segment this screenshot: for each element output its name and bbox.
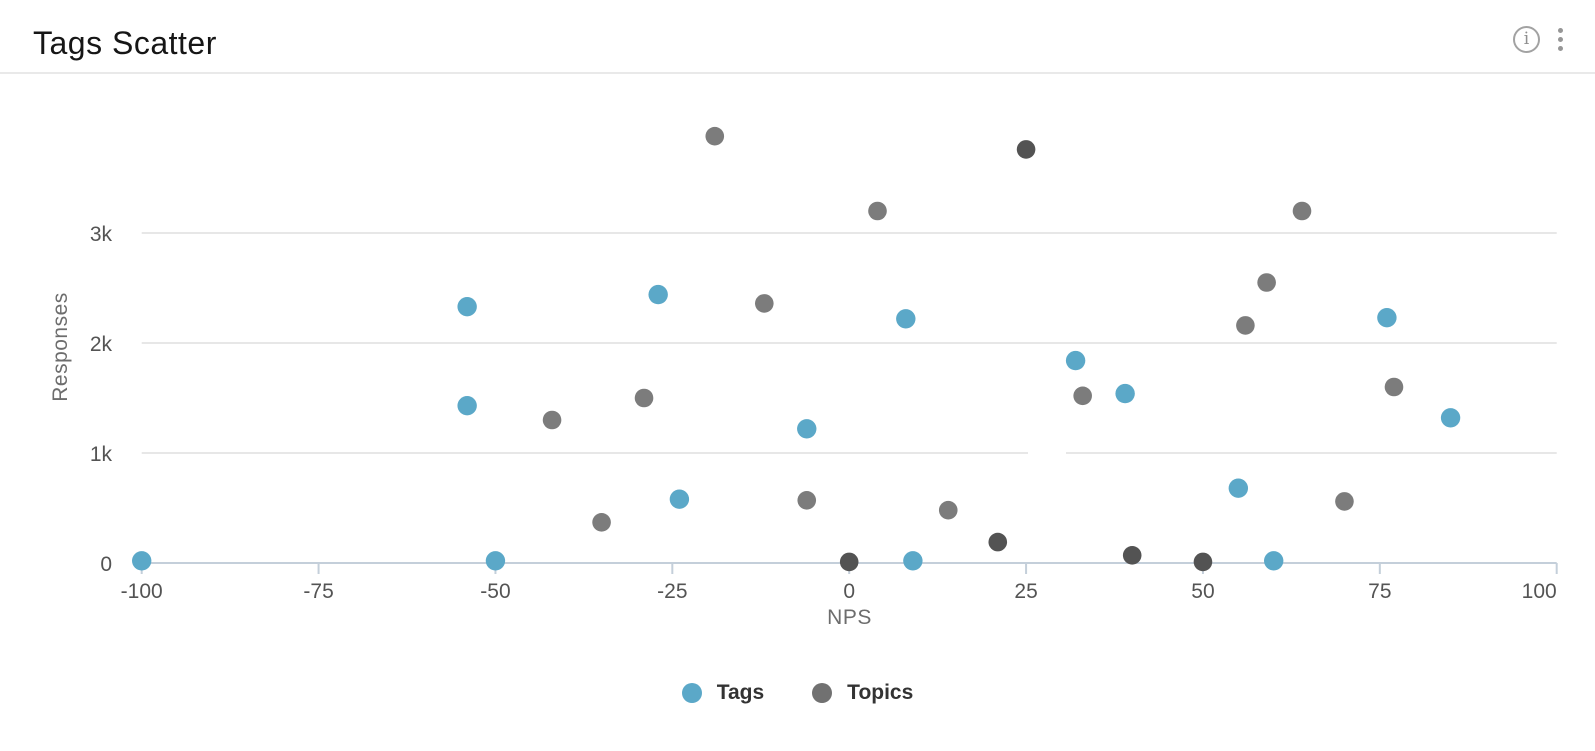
legend-item-topics[interactable]: Topics	[812, 681, 913, 705]
topics-point[interactable]	[1073, 386, 1092, 406]
page-title: Tags Scatter	[33, 24, 217, 61]
chart-legend: Tags Topics	[0, 677, 1595, 709]
kebab-menu-icon[interactable]	[1552, 24, 1569, 55]
info-icon[interactable]: i	[1513, 25, 1540, 53]
topics-point[interactable]	[755, 294, 774, 313]
card-header: Tags Scatter i	[0, 0, 1595, 72]
tags-point[interactable]	[903, 551, 923, 571]
topics-point[interactable]	[1335, 492, 1354, 511]
tags-point[interactable]	[485, 551, 506, 571]
topics-point[interactable]	[1257, 273, 1276, 292]
topics-point[interactable]	[1292, 201, 1312, 221]
scatter-chart: -100 -75 -50 -25 0 25 50 75 100 0 1k 2k 3k	[90, 126, 1558, 603]
kebab-dot	[1558, 36, 1563, 42]
topics-point[interactable]	[1122, 546, 1142, 565]
x-tick-label: 75	[1368, 580, 1391, 603]
kebab-dot	[1558, 27, 1563, 33]
topics-point[interactable]	[1016, 140, 1036, 159]
legend-item-tags[interactable]: Tags	[681, 681, 765, 705]
topics-point[interactable]	[1193, 552, 1213, 572]
x-tick-label: 100	[1522, 580, 1557, 603]
tags-point[interactable]	[669, 489, 690, 509]
topics-point[interactable]	[542, 410, 562, 430]
topics-point[interactable]	[592, 513, 611, 532]
x-tick-label: 25	[1014, 580, 1037, 603]
tags-swatch-icon	[681, 683, 702, 703]
topics-point[interactable]	[988, 532, 1008, 552]
tags-point[interactable]	[896, 309, 916, 329]
tags-point[interactable]	[1228, 478, 1249, 498]
header-icons: i	[1513, 18, 1569, 55]
x-axis-title: NPS	[827, 606, 872, 629]
x-tick-label: 0	[843, 580, 855, 603]
topics-point[interactable]	[1384, 377, 1404, 397]
x-tick-label: -75	[303, 580, 333, 603]
topics-point[interactable]	[797, 491, 817, 510]
topics-swatch-icon	[812, 683, 833, 703]
y-tick-label: 2k	[90, 333, 113, 356]
topics-point[interactable]	[634, 388, 654, 408]
topics-point[interactable]	[868, 201, 887, 221]
topics-point[interactable]	[1236, 316, 1255, 335]
tags-point[interactable]	[1377, 308, 1397, 328]
tags-point[interactable]	[1065, 350, 1086, 371]
tags-point[interactable]	[797, 419, 817, 439]
legend-label-topics: Topics	[847, 681, 914, 704]
x-tick-label: 50	[1191, 580, 1214, 603]
tags-point[interactable]	[457, 297, 477, 317]
header-divider	[0, 72, 1595, 74]
topics-point[interactable]	[705, 126, 725, 146]
x-tick-label: -100	[121, 580, 163, 603]
tags-point[interactable]	[132, 551, 152, 571]
x-tick-label: -25	[657, 580, 687, 603]
tags-point[interactable]	[1115, 383, 1135, 404]
topics-point[interactable]	[839, 552, 859, 572]
y-tick-label: 3k	[90, 223, 113, 246]
y-tick-label: 0	[100, 553, 112, 576]
gridline-fade-artifact	[1028, 448, 1066, 458]
y-tick-label: 1k	[90, 443, 113, 466]
tags-point[interactable]	[1264, 551, 1284, 571]
tags-point[interactable]	[1440, 408, 1461, 428]
y-axis-title: Responses	[49, 292, 72, 402]
topics-point[interactable]	[938, 500, 958, 520]
tags-point[interactable]	[648, 284, 668, 305]
x-tick-label: -50	[480, 580, 510, 603]
tags-point[interactable]	[457, 396, 477, 416]
legend-label-tags: Tags	[716, 681, 765, 704]
kebab-dot	[1558, 45, 1563, 51]
